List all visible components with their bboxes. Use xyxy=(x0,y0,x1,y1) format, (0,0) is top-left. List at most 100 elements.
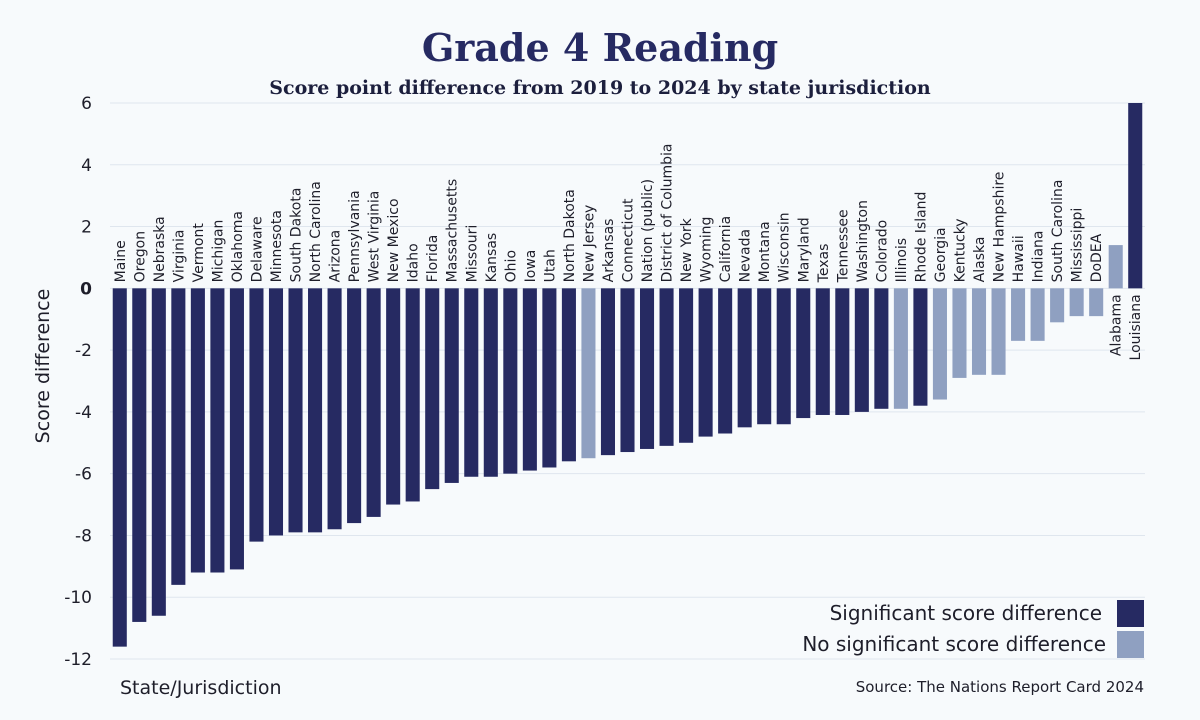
bar-category-label: Arkansas xyxy=(601,219,617,283)
bar xyxy=(190,288,205,573)
bar xyxy=(522,288,537,471)
bar-category-label: Delaware xyxy=(249,216,265,282)
bar xyxy=(171,288,186,585)
bar xyxy=(835,288,850,415)
bar xyxy=(1089,288,1104,317)
y-tick-label: 6 xyxy=(81,94,92,114)
bar-category-label: Maine xyxy=(113,240,129,282)
bar-category-label: Indiana xyxy=(1031,231,1047,283)
bar-category-label: Louisiana xyxy=(1128,294,1144,360)
bar-category-label: Illinois xyxy=(894,238,910,282)
bar-category-label: Mississippi xyxy=(1070,208,1086,283)
bar xyxy=(971,288,987,375)
bar xyxy=(815,288,830,415)
bar xyxy=(737,288,752,428)
bar-labels: Maine Oregon Nebraska Virginia Vermont Michig… xyxy=(113,144,1144,361)
bar-category-label: Colorado xyxy=(874,220,890,283)
bar-category-label: District of Columbia xyxy=(660,144,676,283)
y-tick-label: -10 xyxy=(64,588,92,608)
bar-category-label: Minnesota xyxy=(269,210,285,282)
bar xyxy=(425,288,440,490)
bar xyxy=(347,288,362,524)
bar-category-label: Maryland xyxy=(796,217,812,282)
y-tick-label: -4 xyxy=(75,403,92,423)
bar-category-label: North Carolina xyxy=(308,181,324,282)
bar-category-label: Georgia xyxy=(933,227,949,282)
chart-subtitle: Score point difference from 2019 to 2024… xyxy=(269,77,931,99)
bar-category-label: Rhode Island xyxy=(913,192,929,283)
x-axis-label: State/Jurisdiction xyxy=(120,677,282,699)
bar xyxy=(151,288,166,616)
bar xyxy=(796,288,811,419)
bar-category-label: Wisconsin xyxy=(777,212,793,282)
bar xyxy=(1011,288,1026,341)
bar-category-label: New Hampshire xyxy=(992,172,1008,283)
bar xyxy=(249,288,264,542)
bar xyxy=(444,288,459,483)
bar-category-label: South Dakota xyxy=(289,188,305,283)
bar-category-label: New York xyxy=(679,217,695,282)
source-note: Source: The Nations Report Card 2024 xyxy=(856,678,1144,696)
bar-category-label: Tennessee xyxy=(835,209,851,283)
bar-category-label: Utah xyxy=(542,249,558,282)
bar xyxy=(659,288,674,446)
bar xyxy=(464,288,479,477)
bar-category-label: Wyoming xyxy=(699,217,715,283)
bar-category-label: Virginia xyxy=(171,230,187,283)
bar-category-label: Nation (public) xyxy=(640,179,656,282)
y-tick-label: -8 xyxy=(75,526,92,546)
bar xyxy=(288,288,303,533)
y-tick-label: 4 xyxy=(81,156,92,176)
bar-category-label: New Jersey xyxy=(581,205,597,283)
bar-category-label: South Carolina xyxy=(1050,180,1066,283)
y-tick-label: -12 xyxy=(64,650,92,670)
bar-category-label: Washington xyxy=(855,200,871,282)
bar-category-label: Connecticut xyxy=(621,198,637,282)
bar xyxy=(268,288,284,536)
y-tick-label: -6 xyxy=(75,465,92,485)
bar xyxy=(854,288,869,412)
bar-category-label: Texas xyxy=(816,244,832,284)
chart-title: Grade 4 Reading xyxy=(422,25,778,70)
bar xyxy=(1050,288,1065,323)
bar-category-label: Montana xyxy=(757,221,773,282)
bar-category-label: Kansas xyxy=(484,233,500,283)
bar xyxy=(1108,245,1123,289)
legend-label-not-significant: No significant score difference xyxy=(802,632,1106,656)
bar-category-label: DoDEA xyxy=(1089,233,1105,282)
bar xyxy=(679,288,694,443)
legend-label-significant: Significant score difference xyxy=(830,601,1102,625)
bars xyxy=(112,103,1143,647)
bar xyxy=(932,288,947,400)
bar xyxy=(893,288,908,409)
bar xyxy=(483,288,498,477)
bar-category-label: Florida xyxy=(425,235,441,283)
bar xyxy=(952,288,967,378)
bar xyxy=(132,288,147,622)
bar xyxy=(913,288,928,406)
bar xyxy=(718,288,733,434)
legend-swatch-significant xyxy=(1117,600,1144,627)
bar xyxy=(308,288,323,533)
bar-category-label: North Dakota xyxy=(562,189,578,282)
bar xyxy=(386,288,401,505)
legend-swatch-not-significant xyxy=(1117,631,1144,658)
bar xyxy=(405,288,420,502)
y-tick-label: 0 xyxy=(80,279,92,299)
bar xyxy=(366,288,381,517)
bar-category-label: Ohio xyxy=(503,250,519,282)
y-tick-label: -2 xyxy=(75,341,92,361)
bar xyxy=(600,288,616,456)
bar xyxy=(229,288,244,570)
bar-category-label: Oklahoma xyxy=(230,211,246,282)
bar xyxy=(327,288,342,530)
bar xyxy=(991,288,1006,375)
y-axis-label: Score difference xyxy=(32,289,54,444)
bar-category-label: Hawaii xyxy=(1011,235,1027,282)
bar xyxy=(1030,288,1045,341)
bar-category-label: Massachusetts xyxy=(445,179,461,282)
bar xyxy=(620,288,635,453)
bar-category-label: Kentucky xyxy=(952,218,968,282)
bar-category-label: Idaho xyxy=(406,243,422,282)
